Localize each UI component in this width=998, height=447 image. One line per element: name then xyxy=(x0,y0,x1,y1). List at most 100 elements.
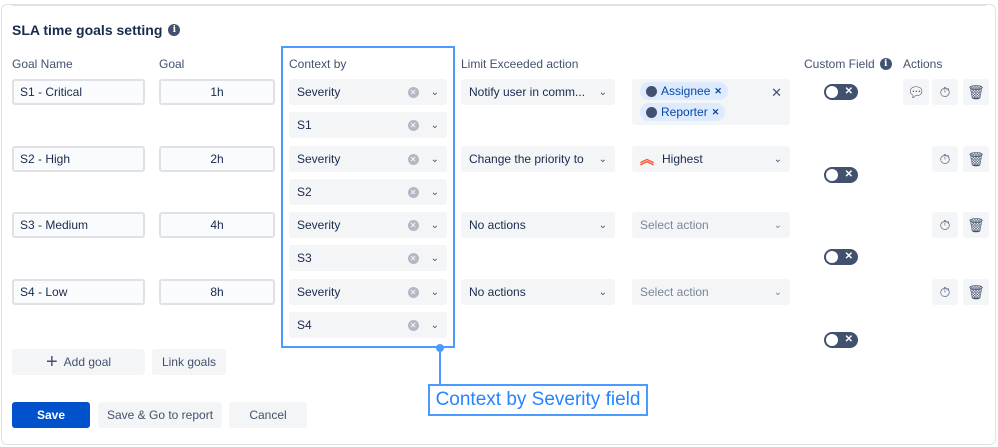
clear-icon[interactable]: ✕ xyxy=(407,186,419,198)
delete-button[interactable]: 🗑︎ xyxy=(963,146,989,172)
user-chip: Assignee ✕ xyxy=(640,82,728,100)
link-goals-button[interactable]: Link goals xyxy=(152,349,226,375)
trash-icon: 🗑︎ xyxy=(967,216,985,233)
clear-all-icon[interactable]: ✕ xyxy=(771,85,782,100)
select-value: Notify user in comm... xyxy=(469,85,586,99)
comment-icon: 💬︎ xyxy=(907,83,925,100)
context-context-value-select[interactable]: S1 ✕ ⌄ xyxy=(289,112,447,138)
save-button[interactable]: Save xyxy=(12,402,90,428)
chevron-down-icon: ⌄ xyxy=(430,186,439,198)
custom-field-toggle[interactable]: ✕ xyxy=(824,332,858,348)
clear-icon[interactable]: ✕ xyxy=(407,252,419,264)
chevron-down-icon: ⌄ xyxy=(430,252,439,264)
chevron-down-icon: ⌄ xyxy=(430,119,439,131)
delete-button[interactable]: 🗑︎ xyxy=(963,279,989,305)
clear-icon[interactable]: ✕ xyxy=(407,319,419,331)
chevron-down-icon: ⌄ xyxy=(773,286,782,298)
goal-name-input[interactable]: S4 - Low xyxy=(12,279,145,305)
chevron-down-icon: ⌄ xyxy=(430,219,439,231)
select-value: Severity xyxy=(297,218,341,232)
user-icon xyxy=(646,106,657,118)
goal-name-input[interactable]: S2 - High xyxy=(12,146,145,172)
divider xyxy=(12,4,986,6)
context-context-field-select[interactable]: Severity ✕ ⌄ xyxy=(289,279,447,305)
chevron-down-icon: ⌄ xyxy=(430,319,439,331)
limit-action-select[interactable]: Notify user in comm... ⌄ xyxy=(461,79,615,105)
select-value: Severity xyxy=(297,285,341,299)
chevron-down-icon: ⌄ xyxy=(598,286,607,298)
select-value: No actions xyxy=(469,218,526,232)
header-limit-action: Limit Exceeded action xyxy=(461,57,579,71)
context-context-value-select[interactable]: S3 ✕ ⌄ xyxy=(289,245,447,271)
context-context-field-select[interactable]: Severity ✕ ⌄ xyxy=(289,212,447,238)
cancel-button[interactable]: Cancel xyxy=(229,402,307,428)
callout-label: Context by Severity field xyxy=(428,384,648,416)
goal-name-input[interactable]: S1 - Critical xyxy=(12,79,145,105)
save-go-to-report-button[interactable]: Save & Go to report xyxy=(98,402,222,428)
stopwatch-icon: ⏱︎ xyxy=(939,216,951,233)
clear-icon[interactable]: ✕ xyxy=(407,286,419,298)
select-value: S1 xyxy=(297,118,312,132)
clear-icon[interactable]: ✕ xyxy=(407,219,419,231)
chevron-down-icon: ⌄ xyxy=(430,286,439,298)
custom-field-toggle[interactable]: ✕ xyxy=(824,249,858,265)
comment-button[interactable]: 💬︎ xyxy=(903,79,929,105)
custom-field-toggle[interactable]: ✕ xyxy=(824,167,858,183)
timer-button[interactable]: ⏱︎ xyxy=(932,146,958,172)
limit-action-select[interactable]: Change the priority to ⌄ xyxy=(461,146,615,172)
info-icon[interactable]: i xyxy=(879,58,892,70)
trash-icon: 🗑︎ xyxy=(967,283,985,300)
header-goal-name: Goal Name xyxy=(12,57,73,71)
context-context-value-select[interactable]: S2 ✕ ⌄ xyxy=(289,179,447,205)
notify-users-select[interactable]: Assignee ✕ Reporter ✕ ✕ xyxy=(632,79,790,125)
title-text: SLA time goals setting xyxy=(12,22,163,38)
select-placeholder: Select action xyxy=(640,218,709,232)
select-value: Severity xyxy=(297,85,341,99)
select-value: Highest xyxy=(662,152,703,166)
timer-button[interactable]: ⏱︎ xyxy=(932,79,958,105)
user-chip: Reporter ✕ xyxy=(640,103,726,121)
timer-button[interactable]: ⏱︎ xyxy=(932,212,958,238)
target-action-select[interactable]: Select action ⌄ xyxy=(632,279,790,305)
context-context-field-select[interactable]: Severity ✕ ⌄ xyxy=(289,146,447,172)
goal-input[interactable]: 4h xyxy=(159,212,275,238)
remove-icon[interactable]: ✕ xyxy=(711,106,720,117)
limit-action-select[interactable]: No actions ⌄ xyxy=(461,212,615,238)
delete-button[interactable]: 🗑︎ xyxy=(963,212,989,238)
add-goal-button[interactable]: + Add goal xyxy=(12,349,145,375)
timer-button[interactable]: ⏱︎ xyxy=(932,279,958,305)
clear-icon[interactable]: ✕ xyxy=(407,86,419,98)
header-goal: Goal xyxy=(159,57,185,71)
goal-input[interactable]: 2h xyxy=(159,146,275,172)
add-goal-label: Add goal xyxy=(63,355,112,369)
trash-icon: 🗑︎ xyxy=(967,83,985,100)
stopwatch-icon: ⏱︎ xyxy=(939,83,951,100)
target-action-select[interactable]: Select action ⌄ xyxy=(632,212,790,238)
chip-label: Reporter xyxy=(661,105,708,119)
delete-button[interactable]: 🗑︎ xyxy=(963,79,989,105)
info-icon[interactable]: i xyxy=(168,24,181,36)
header-actions: Actions xyxy=(903,57,943,71)
context-context-value-select[interactable]: S4 ✕ ⌄ xyxy=(289,312,447,338)
priority-select[interactable]: ︽ Highest ⌄ xyxy=(632,146,790,172)
header-custom-field: Custom Field i xyxy=(804,57,892,71)
select-value: S2 xyxy=(297,185,312,199)
chevron-down-icon: ⌄ xyxy=(430,153,439,165)
goal-input[interactable]: 1h xyxy=(159,79,275,105)
select-placeholder: Select action xyxy=(640,285,709,299)
custom-field-label: Custom Field xyxy=(804,57,875,71)
plus-icon: + xyxy=(45,350,58,373)
select-value: S3 xyxy=(297,251,312,265)
select-value: No actions xyxy=(469,285,526,299)
limit-action-select[interactable]: No actions ⌄ xyxy=(461,279,615,305)
custom-field-toggle[interactable]: ✕ xyxy=(824,84,858,100)
select-value: Severity xyxy=(297,152,341,166)
clear-icon[interactable]: ✕ xyxy=(407,153,419,165)
callout-dot xyxy=(436,344,444,352)
goal-input[interactable]: 8h xyxy=(159,279,275,305)
clear-icon[interactable]: ✕ xyxy=(407,119,419,131)
context-context-field-select[interactable]: Severity ✕ ⌄ xyxy=(289,79,447,105)
chip-label: Assignee xyxy=(661,84,711,98)
goal-name-input[interactable]: S3 - Medium xyxy=(12,212,145,238)
remove-icon[interactable]: ✕ xyxy=(714,85,722,96)
